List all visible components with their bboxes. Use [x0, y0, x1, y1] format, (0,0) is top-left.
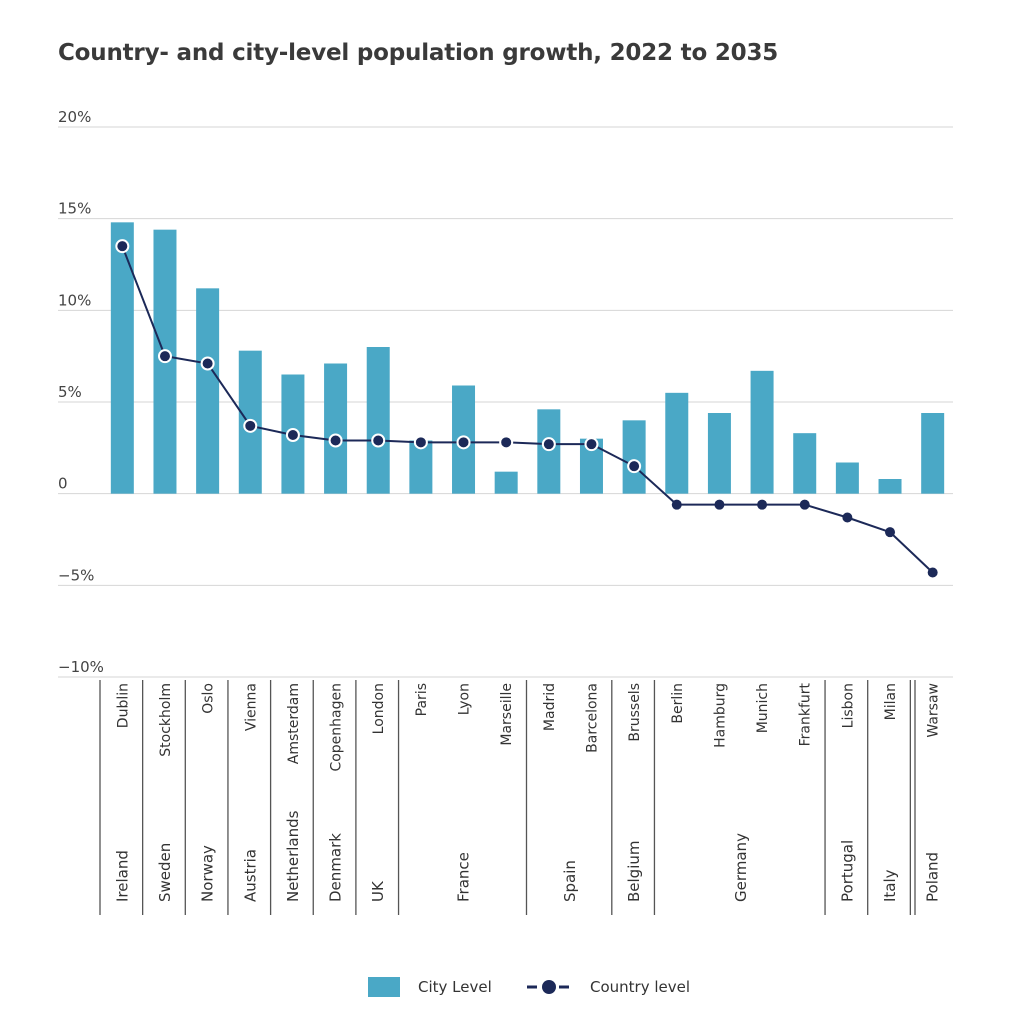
country-point: [541, 437, 556, 452]
country-label: Netherlands: [284, 810, 302, 902]
city-label: Barcelona: [584, 683, 600, 753]
city-bar: [537, 409, 561, 494]
city-label: Munich: [755, 683, 771, 733]
country-point: [371, 433, 386, 448]
legend-country-label: Country level: [590, 978, 690, 996]
city-label: Hamburg: [712, 683, 728, 748]
city-label: Milan: [883, 683, 899, 720]
city-bar: [579, 438, 603, 494]
city-label: Brussels: [627, 683, 643, 742]
country-point: [842, 512, 853, 523]
country-point: [584, 437, 599, 452]
country-point: [757, 499, 768, 510]
country-point: [714, 499, 725, 510]
country-point: [413, 435, 428, 450]
country-point: [328, 433, 343, 448]
city-bar: [835, 462, 859, 494]
legend-country-marker: [542, 980, 556, 994]
y-tick-label: −10%: [58, 658, 104, 676]
city-label: Oslo: [201, 683, 217, 714]
country-label: Germany: [732, 833, 750, 902]
country-label: Denmark: [327, 833, 345, 902]
country-label: France: [455, 852, 473, 902]
city-bar: [750, 370, 774, 494]
city-label: Copenhagen: [329, 683, 345, 772]
country-point: [456, 435, 471, 450]
city-label: Lyon: [457, 683, 473, 715]
city-label: Stockholm: [158, 683, 174, 757]
city-label: Frankfurt: [798, 682, 814, 746]
country-label: Belgium: [625, 841, 643, 903]
chart-title: Country- and city-level population growt…: [58, 40, 779, 66]
country-point: [627, 459, 642, 474]
y-tick-label: 10%: [58, 291, 91, 309]
y-tick-label: −5%: [58, 566, 94, 584]
city-label: Lisbon: [840, 683, 856, 728]
city-label: Dublin: [115, 683, 131, 728]
country-label: Norway: [199, 845, 217, 902]
y-tick-label: 15%: [58, 200, 91, 218]
city-bar: [622, 420, 646, 494]
y-tick-label: 20%: [58, 108, 91, 126]
city-bar: [793, 433, 817, 494]
country-point: [671, 499, 682, 510]
country-point: [157, 349, 172, 364]
country-label: UK: [369, 880, 387, 902]
city-label: Berlin: [670, 683, 686, 724]
country-label: Portugal: [838, 840, 856, 902]
city-bar: [110, 222, 134, 494]
city-bar: [665, 392, 689, 494]
city-label: Vienna: [243, 683, 259, 731]
country-point: [799, 499, 810, 510]
city-bar: [366, 347, 390, 494]
legend-city-swatch: [368, 977, 400, 997]
city-bar: [324, 363, 348, 494]
city-label: Marseille: [499, 683, 515, 746]
country-point: [115, 239, 130, 254]
city-bar: [196, 288, 220, 494]
country-point: [499, 435, 514, 450]
country-label: Ireland: [113, 850, 131, 902]
city-label: Paris: [414, 683, 430, 716]
country-point: [885, 527, 896, 538]
legend-city-label: City Level: [418, 978, 492, 996]
city-bar: [494, 471, 518, 494]
city-bar: [878, 479, 902, 494]
city-bar: [921, 413, 945, 494]
country-point: [200, 356, 215, 371]
y-tick-label: 5%: [58, 383, 82, 401]
country-label: Sweden: [156, 843, 174, 902]
city-label: Madrid: [542, 683, 558, 731]
city-label: London: [371, 683, 387, 734]
city-bar: [707, 413, 731, 494]
y-tick-label: 0: [58, 475, 68, 493]
country-point: [927, 567, 938, 578]
country-point: [243, 418, 258, 433]
country-line: [121, 245, 934, 574]
country-point: [285, 428, 300, 442]
country-label: Austria: [241, 849, 259, 902]
city-bar: [409, 440, 433, 494]
country-label: Italy: [881, 869, 899, 902]
city-label: Amsterdam: [286, 683, 302, 764]
city-label: Warsaw: [926, 683, 942, 738]
country-label: Spain: [561, 860, 579, 902]
country-label: Poland: [924, 852, 942, 902]
